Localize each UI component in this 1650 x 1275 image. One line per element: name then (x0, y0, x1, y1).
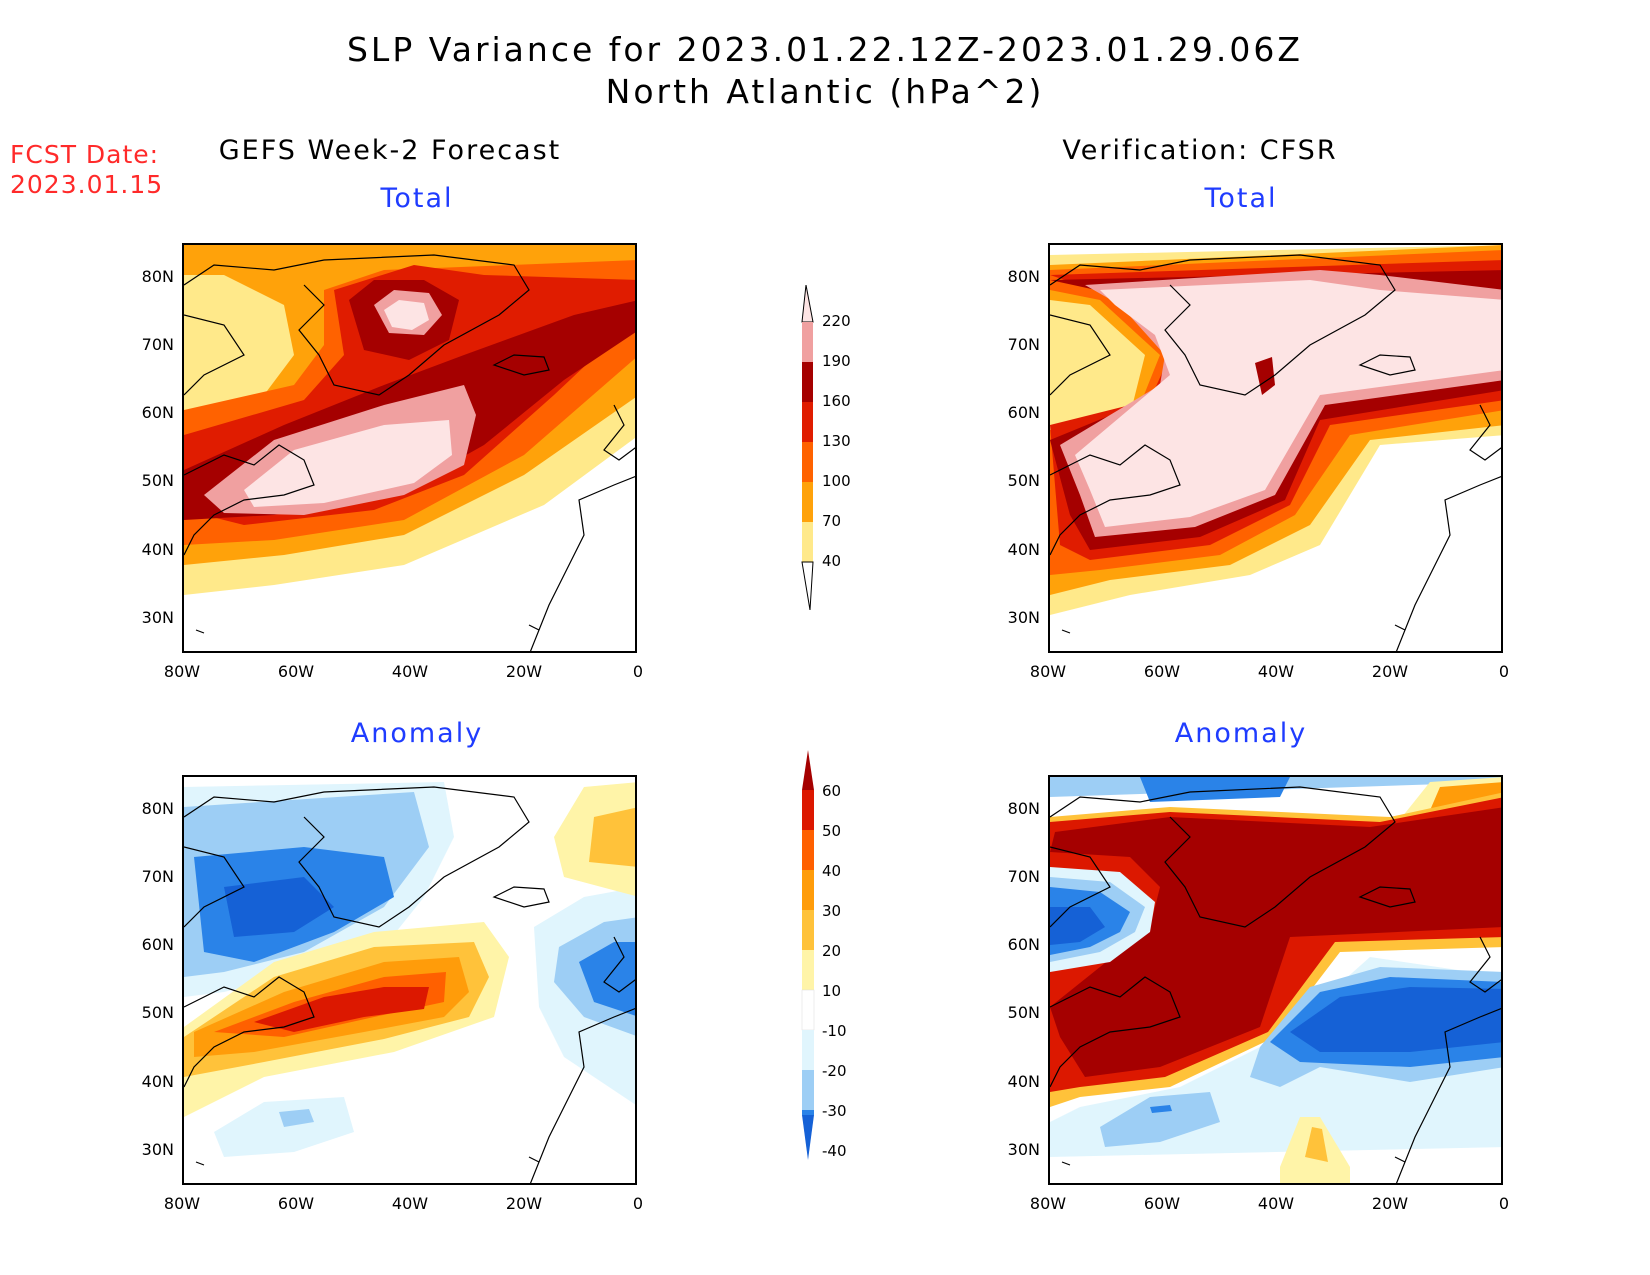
lon-tick: 40W (1257, 1194, 1295, 1213)
lat-tick: 60N (141, 403, 174, 422)
lon-tick: 40W (1257, 662, 1295, 681)
total-colorbar-swatch (802, 442, 813, 482)
lat-tick: 30N (141, 1140, 174, 1159)
lon-tick: 80W (1029, 662, 1067, 681)
total-colorbar-label: 130 (822, 432, 851, 450)
verification-anomaly-map (1048, 775, 1503, 1185)
lon-tick: 0 (1498, 662, 1510, 681)
lat-tick: 30N (1007, 608, 1040, 627)
verification-total-map (1048, 243, 1503, 653)
verification-anomaly-label: Anomaly (1174, 718, 1308, 749)
total-colorbar-label: 40 (822, 552, 842, 570)
lon-tick: 60W (277, 1194, 315, 1213)
anomaly-colorbar-swatch (802, 1030, 814, 1070)
total-colorbar-swatch (802, 482, 813, 522)
total-colorbar-swatch (802, 322, 813, 362)
lat-tick: 50N (1007, 1003, 1040, 1022)
anomaly-colorbar-swatch (802, 910, 814, 950)
lat-tick: 60N (1007, 403, 1040, 422)
forecast-anomaly-map (182, 775, 637, 1185)
fcst-label: FCST Date: (10, 140, 160, 169)
figure-title-line1: SLP Variance for 2023.01.22.12Z-2023.01.… (346, 30, 1304, 69)
anomaly-colorbar-label: 30 (822, 902, 842, 920)
lon-tick: 0 (1498, 1194, 1510, 1213)
anomaly-colorbar-label: -10 (822, 1022, 847, 1040)
anomaly-colorbar-swatch (802, 790, 814, 830)
total-colorbar-swatch (802, 522, 813, 562)
lon-tick: 20W (505, 662, 543, 681)
anomaly-colorbar-swatch (802, 950, 814, 990)
lon-tick: 60W (1143, 1194, 1181, 1213)
lon-tick: 60W (1143, 662, 1181, 681)
anomaly-colorbar-label: -30 (822, 1102, 847, 1120)
lat-tick: 70N (1007, 867, 1040, 886)
left-column-heading: GEFS Week-2 Forecast (218, 135, 562, 166)
lon-tick: 60W (277, 662, 315, 681)
lat-tick: 70N (1007, 335, 1040, 354)
anomaly-colorbar-label: -20 (822, 1062, 847, 1080)
total-colorbar-label: 190 (822, 352, 851, 370)
lat-tick: 40N (1007, 1072, 1040, 1091)
total-colorbar (798, 284, 818, 611)
lat-tick: 30N (1007, 1140, 1040, 1159)
total-colorbar-swatch (802, 402, 813, 442)
anomaly-colorbar-swatch (801, 989, 815, 1031)
lon-tick: 80W (163, 662, 201, 681)
lat-tick: 50N (141, 471, 174, 490)
lon-tick: 20W (505, 1194, 543, 1213)
total-colorbar-label: 220 (822, 312, 851, 330)
lat-tick: 30N (141, 608, 174, 627)
forecast-anomaly-label: Anomaly (350, 718, 484, 749)
anomaly-colorbar (798, 750, 818, 1160)
total-colorbar-label: 100 (822, 472, 851, 490)
fcst-date: 2023.01.15 (10, 170, 164, 199)
verification-total-label: Total (1204, 183, 1278, 214)
anomaly-colorbar-swatch (802, 830, 814, 870)
lat-tick: 40N (141, 540, 174, 559)
lon-tick: 0 (632, 1194, 644, 1213)
lat-tick: 60N (1007, 935, 1040, 954)
lat-tick: 50N (1007, 471, 1040, 490)
lat-tick: 80N (141, 267, 174, 286)
anomaly-colorbar-label: 60 (822, 782, 842, 800)
lat-tick: 40N (1007, 540, 1040, 559)
lat-tick: 70N (141, 335, 174, 354)
lat-tick: 70N (141, 867, 174, 886)
lon-tick: 40W (391, 662, 429, 681)
anomaly-colorbar-swatch (802, 1070, 814, 1110)
anomaly-colorbar-label: 10 (822, 982, 842, 1000)
lon-tick: 80W (163, 1194, 201, 1213)
lon-tick: 40W (391, 1194, 429, 1213)
lon-tick: 80W (1029, 1194, 1067, 1213)
figure-title-line2: North Atlantic (hPa^2) (605, 72, 1045, 111)
fcst-date-label: FCST Date: 2023.01.15 (10, 140, 163, 200)
lat-tick: 80N (1007, 799, 1040, 818)
lon-tick: 0 (632, 662, 644, 681)
lon-tick: 20W (1371, 1194, 1409, 1213)
lat-tick: 80N (141, 799, 174, 818)
lat-tick: 40N (141, 1072, 174, 1091)
lat-tick: 60N (141, 935, 174, 954)
forecast-total-label: Total (380, 183, 454, 214)
anomaly-colorbar-label: -40 (822, 1142, 847, 1160)
anomaly-colorbar-swatch (802, 870, 814, 910)
lat-tick: 80N (1007, 267, 1040, 286)
lat-tick: 50N (141, 1003, 174, 1022)
total-colorbar-label: 160 (822, 392, 851, 410)
right-column-heading: Verification: CFSR (1062, 135, 1338, 166)
anomaly-colorbar-label: 50 (822, 822, 842, 840)
total-colorbar-swatch (802, 362, 813, 402)
anomaly-colorbar-label: 40 (822, 862, 842, 880)
lon-tick: 20W (1371, 662, 1409, 681)
forecast-total-map (182, 243, 637, 653)
total-colorbar-label: 70 (822, 512, 842, 530)
anomaly-colorbar-label: 20 (822, 942, 842, 960)
